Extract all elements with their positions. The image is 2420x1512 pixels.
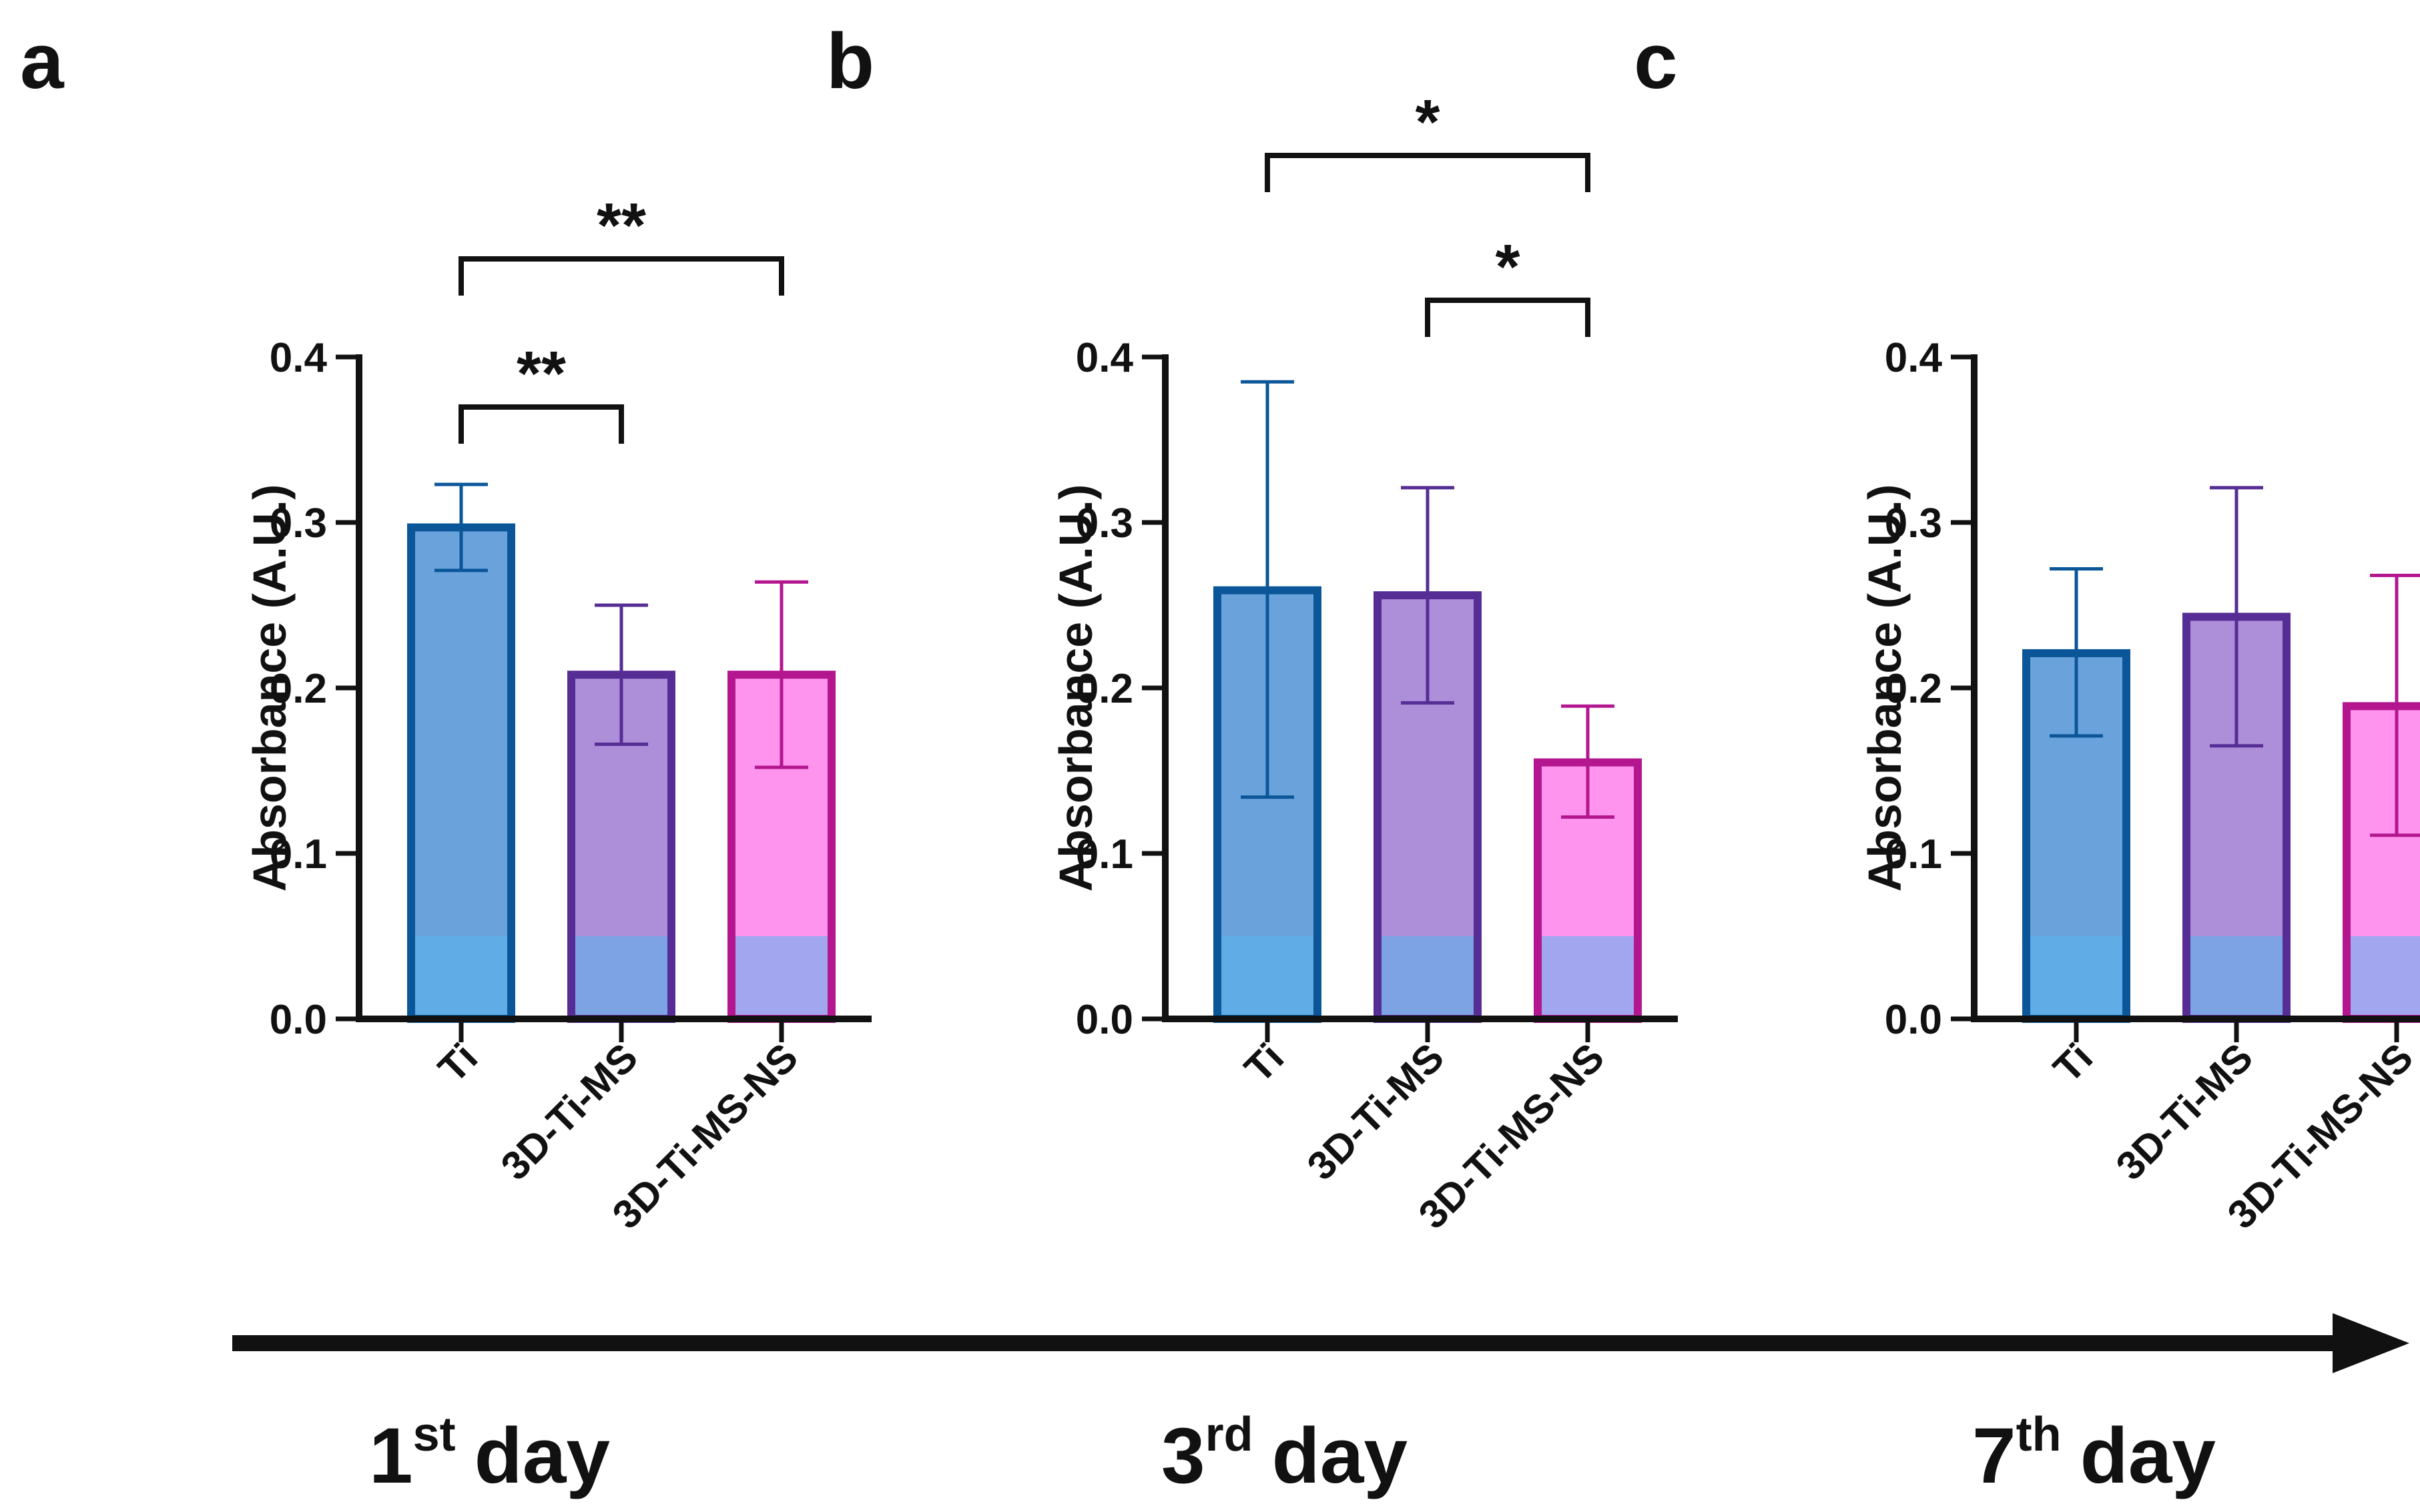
category-label-a-1: 3D-Ti-MS: [493, 1035, 646, 1188]
panel-letter-b: b: [826, 17, 874, 105]
category-label-b-1: 3D-Ti-MS: [1299, 1035, 1452, 1188]
bar-base-highlight-c-2: [2351, 936, 2420, 1015]
day-label-1: 1st day: [369, 1408, 610, 1500]
y-tick-label-c-3: 0.3: [1885, 500, 1942, 546]
significance-label-b-0: *: [1496, 232, 1520, 302]
timeline: 1st day 3rd day 7th day: [232, 1313, 2409, 1500]
category-label-c-0: Ti: [2045, 1035, 2101, 1091]
day-3-number: 3: [1161, 1412, 1205, 1500]
timeline-arrow-head: [2333, 1313, 2409, 1373]
panel-letter-a: a: [20, 17, 65, 105]
day-7-suffix: th: [2016, 1408, 2062, 1461]
y-tick-label-c-4: 0.4: [1885, 335, 1943, 381]
day-7-number: 7: [1972, 1412, 2016, 1500]
y-tick-label-b-0: 0.0: [1076, 997, 1133, 1043]
significance-label-a-1: **: [597, 190, 646, 261]
category-label-b-0: Ti: [1236, 1035, 1292, 1091]
panel-letter-c: c: [1634, 17, 1678, 105]
day-3-word: day: [1272, 1412, 1408, 1500]
y-tick-label-a-0: 0.0: [270, 997, 327, 1043]
bar-base-highlight-a-0: [415, 936, 507, 1015]
bar-base-highlight-a-1: [575, 936, 667, 1015]
day-7-word: day: [2080, 1412, 2216, 1500]
y-tick-label-a-2: 0.2: [270, 666, 327, 712]
y-axis-title-b: Absorbance (A.U.): [1050, 484, 1102, 892]
panel-c: cTi 3D-Ti-MS3D-Ti-MS-NS0.00.10.20.30.4Abs…: [1634, 17, 2420, 1237]
y-axis-title-a: Absorbance (A.U.): [244, 484, 296, 892]
day-1-suffix: st: [413, 1408, 456, 1461]
y-tick-label-a-1: 0.1: [270, 831, 327, 877]
bar-base-highlight-c-1: [2190, 936, 2283, 1015]
significance-bracket-b-1: [1265, 153, 1590, 192]
y-tick-label-c-2: 0.2: [1885, 666, 1942, 712]
significance-bracket-a-1: [459, 256, 784, 296]
significance-bracket-a-0: [459, 404, 624, 444]
bar-base-highlight-b-2: [1542, 936, 1634, 1015]
day-1-word: day: [475, 1412, 610, 1500]
day-label-3: 3rd day: [1161, 1408, 1408, 1500]
day-3-suffix: rd: [1205, 1408, 1253, 1461]
chart-panels: aTi 3D-Ti-MS3D-Ti-MS-NS0.00.10.20.30.4Abs…: [20, 17, 2420, 1237]
significance-label-b-1: *: [1416, 87, 1440, 157]
significance-label-a-0: **: [517, 338, 566, 409]
day-label-7: 7th day: [1972, 1408, 2216, 1500]
y-tick-label-a-3: 0.3: [270, 500, 327, 546]
y-tick-label-c-1: 0.1: [1885, 831, 1942, 877]
y-tick-label-b-3: 0.3: [1076, 500, 1133, 546]
panel-a: aTi 3D-Ti-MS3D-Ti-MS-NS0.00.10.20.30.4Abs…: [20, 17, 872, 1237]
y-tick-label-a-4: 0.4: [270, 335, 328, 381]
category-label-a-0: Ti: [430, 1035, 486, 1091]
category-label-c-1: 3D-Ti-MS: [2108, 1035, 2261, 1188]
bar-base-highlight-a-2: [735, 936, 828, 1015]
y-axis-title-c: Absorbance (A.U.): [1859, 484, 1911, 892]
bar-base-highlight-b-1: [1382, 936, 1474, 1015]
y-tick-label-b-2: 0.2: [1076, 666, 1133, 712]
y-tick-label-b-4: 0.4: [1076, 335, 1134, 381]
y-tick-label-b-1: 0.1: [1076, 831, 1133, 877]
bar-base-highlight-c-0: [2030, 936, 2122, 1015]
day-1-number: 1: [369, 1412, 413, 1500]
significance-bracket-b-0: [1425, 298, 1590, 337]
y-tick-label-c-0: 0.0: [1885, 997, 1942, 1043]
panel-b: bTi 3D-Ti-MS3D-Ti-MS-NS0.00.10.20.30.4Abs…: [826, 17, 1678, 1237]
bar-base-highlight-b-0: [1221, 936, 1313, 1015]
